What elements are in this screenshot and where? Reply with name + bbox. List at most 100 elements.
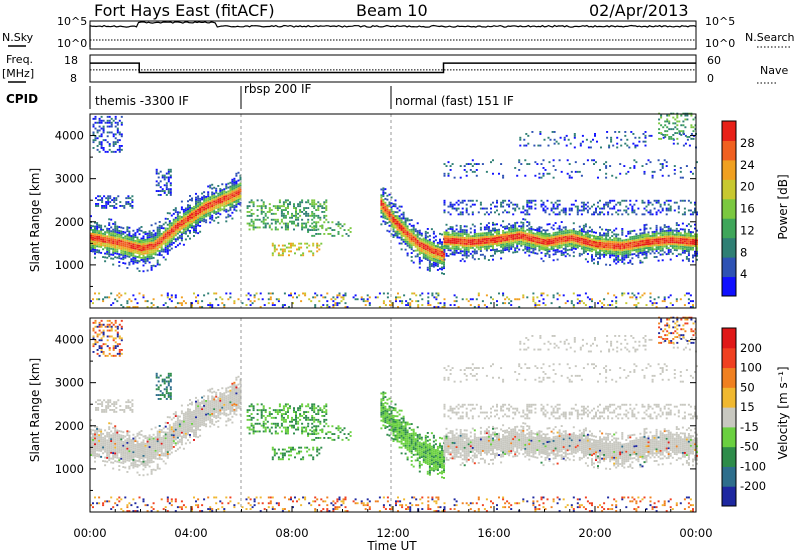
power-cell xyxy=(552,253,555,256)
power-cell xyxy=(344,292,347,295)
power-cell xyxy=(180,227,183,230)
power-cell xyxy=(412,240,415,243)
power-cell xyxy=(643,213,646,216)
power-cell xyxy=(110,150,113,153)
power-cell xyxy=(390,206,393,209)
power-cell xyxy=(209,186,212,189)
power-cell xyxy=(138,248,141,251)
power-cell xyxy=(651,231,654,233)
power-cell xyxy=(132,245,135,248)
power-cell xyxy=(418,245,421,248)
power-cell xyxy=(106,239,109,242)
power-cell xyxy=(195,222,197,224)
power-cell xyxy=(209,196,212,199)
power-cell xyxy=(388,230,391,233)
power-cell xyxy=(601,242,604,244)
power-cell xyxy=(465,209,468,212)
power-cell xyxy=(524,236,527,238)
power-cell xyxy=(443,306,446,308)
power-cell xyxy=(195,296,197,299)
power-cell xyxy=(532,240,535,242)
power-cell xyxy=(453,300,456,303)
power-cell xyxy=(479,250,482,252)
power-cell xyxy=(588,236,591,238)
velocity-cell xyxy=(92,454,94,457)
power-cell xyxy=(625,172,628,175)
power-cell xyxy=(197,220,200,223)
power-cell xyxy=(459,238,462,241)
power-cell xyxy=(500,245,503,248)
nsearch-label: N.Search xyxy=(745,31,795,44)
power-cell xyxy=(530,199,533,202)
power-cell xyxy=(410,230,413,233)
power-cell xyxy=(394,211,397,214)
power-cb-tick-3: 16 xyxy=(740,202,755,216)
power-cell xyxy=(496,240,498,243)
power-cell xyxy=(309,203,312,206)
power-cell xyxy=(496,242,498,245)
power-cell xyxy=(213,292,216,295)
power-cell xyxy=(694,252,696,255)
power-cell xyxy=(494,205,496,208)
power-cell xyxy=(414,240,417,242)
power-cell xyxy=(502,245,505,248)
power-cell xyxy=(518,298,521,301)
power-cell xyxy=(676,116,679,119)
power-cell xyxy=(667,225,670,228)
power-cell xyxy=(546,241,549,243)
power-cell xyxy=(675,241,678,244)
power-cell xyxy=(189,214,191,217)
power-cell xyxy=(443,163,446,165)
nave-label: Nave xyxy=(760,64,788,77)
power-cell xyxy=(639,242,642,245)
power-cell xyxy=(694,167,696,169)
power-cell xyxy=(229,214,232,217)
power-cell xyxy=(134,243,137,246)
power-cell xyxy=(455,246,458,248)
power-cell xyxy=(170,222,173,225)
power-cell xyxy=(384,192,387,194)
power-cell xyxy=(526,211,529,214)
power-cell xyxy=(313,203,316,206)
power-cell xyxy=(118,296,121,299)
power-cell xyxy=(112,248,115,250)
power-cell xyxy=(574,236,577,239)
power-cell xyxy=(96,235,99,238)
power-cell xyxy=(182,224,185,227)
power-cell xyxy=(681,240,684,242)
power-cell xyxy=(538,249,541,252)
power-cell xyxy=(508,250,511,253)
power-cell xyxy=(382,193,385,196)
power-cell xyxy=(473,231,476,234)
power-cell xyxy=(502,199,505,202)
power-cell xyxy=(148,257,151,260)
power-cell xyxy=(572,203,575,206)
power-cell xyxy=(267,298,270,301)
power-cell xyxy=(641,213,644,216)
power-cell xyxy=(649,292,652,295)
power-cell xyxy=(90,228,92,231)
power-cell xyxy=(500,243,503,246)
power-cell xyxy=(108,218,111,221)
power-cell xyxy=(132,235,135,238)
power-cell xyxy=(118,257,121,260)
power-cell xyxy=(336,304,339,306)
power-cell xyxy=(588,249,591,252)
power-cell xyxy=(416,237,419,240)
power-cell xyxy=(607,232,610,235)
power-cell xyxy=(518,235,521,237)
power-cell xyxy=(601,302,604,305)
power-cell xyxy=(417,306,420,308)
power-cell xyxy=(116,233,119,236)
power-cell xyxy=(485,247,488,250)
power-cell xyxy=(496,229,498,231)
power-cell xyxy=(158,234,161,237)
power-cell xyxy=(595,253,597,256)
power-cell xyxy=(514,298,517,301)
power-cell xyxy=(681,249,684,252)
power-cell xyxy=(144,260,147,263)
power-cell xyxy=(566,239,569,242)
power-cell xyxy=(98,245,101,248)
velocity-cell xyxy=(98,445,101,448)
